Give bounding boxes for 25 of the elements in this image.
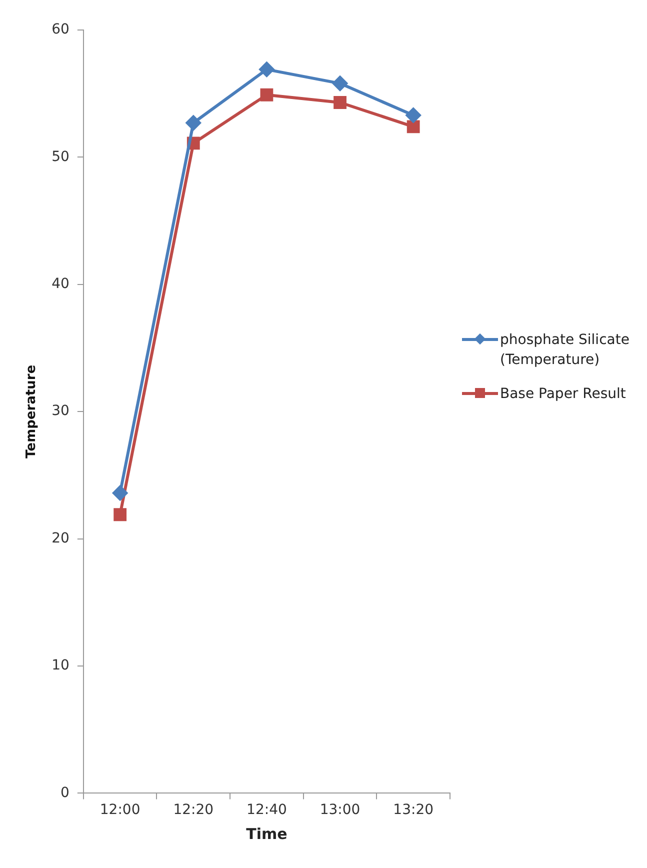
point xyxy=(186,115,201,130)
point xyxy=(112,486,128,501)
y-axis-title: Temperature xyxy=(24,364,40,458)
point xyxy=(406,108,421,123)
y-tick-label: 30 xyxy=(52,403,70,420)
legend-label: Base Paper Result xyxy=(500,385,626,404)
point xyxy=(334,96,346,109)
y-tick-label: 60 xyxy=(52,22,70,38)
x-tick-label: 12:20 xyxy=(173,802,214,818)
y-tick-label: 40 xyxy=(52,276,70,292)
y-tick-label: 10 xyxy=(52,658,70,674)
point xyxy=(114,508,127,522)
x-tick-label: 12:40 xyxy=(246,802,287,818)
point xyxy=(406,120,420,134)
point xyxy=(260,88,274,102)
y-tick-label: 50 xyxy=(52,148,70,165)
point xyxy=(332,76,348,91)
x-tick-label: 13:20 xyxy=(393,802,434,818)
y-tick-label: 20 xyxy=(52,530,70,546)
y-tick-label: 0 xyxy=(60,784,70,801)
legend-label: phosphate Silicate (Temperature) xyxy=(500,331,630,370)
x-tick-label: 12:00 xyxy=(100,802,140,818)
x-tick-label: 13:00 xyxy=(320,802,360,818)
point xyxy=(259,62,274,77)
x-axis-title: Time xyxy=(246,824,288,843)
